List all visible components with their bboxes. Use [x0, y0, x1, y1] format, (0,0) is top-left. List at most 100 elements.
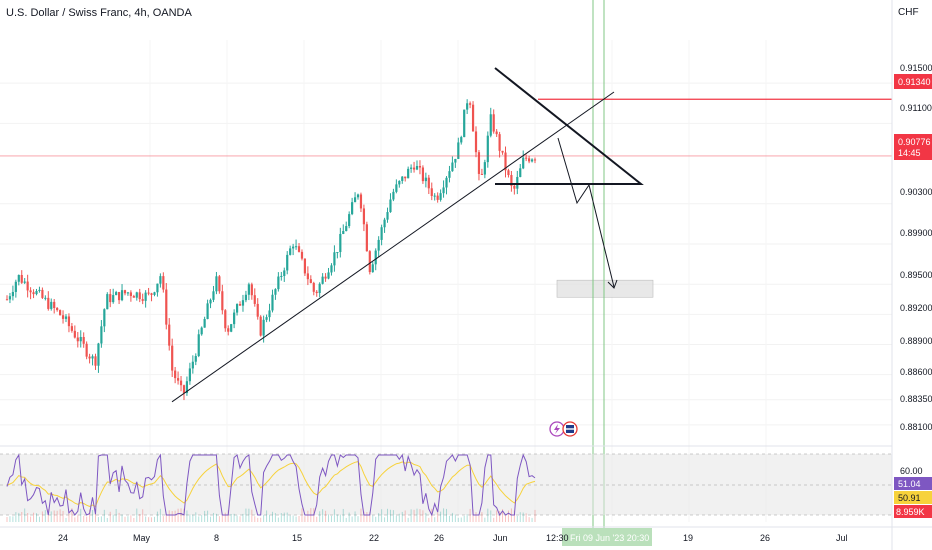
candle-body: [259, 316, 262, 336]
candle-body: [188, 368, 191, 382]
candle-body: [356, 194, 360, 198]
candle-body: [159, 276, 162, 284]
candle-body: [474, 131, 478, 153]
candle-body: [265, 317, 268, 320]
candle-body: [280, 275, 283, 277]
price-tick-label: 0.90300: [900, 187, 932, 197]
candle-body: [480, 173, 484, 175]
price-tick-label: 0.89200: [900, 303, 932, 313]
candle-body: [168, 324, 171, 346]
candle-body: [374, 250, 377, 265]
candle-body: [123, 290, 127, 294]
annotation-background: [556, 0, 654, 528]
price-tick-label: 0.89900: [900, 228, 932, 238]
candle-body: [212, 291, 215, 300]
candle-body: [235, 304, 239, 313]
candle-body: [247, 284, 250, 295]
candle-body: [106, 294, 109, 310]
time-tick-label: 12:30: [546, 533, 569, 543]
candle-body: [504, 152, 507, 171]
candle-body: [20, 274, 23, 283]
candle-body: [97, 343, 100, 366]
target-zone-box: [556, 279, 654, 298]
candle-body: [206, 303, 209, 320]
candle-body: [197, 334, 200, 357]
ascending-trendline: [171, 91, 615, 403]
candle-body: [297, 246, 301, 252]
price-tick-label: 0.88900: [900, 336, 932, 346]
candle-body: [274, 289, 277, 295]
candle-body: [238, 304, 242, 306]
candle-body: [191, 361, 194, 369]
candle-body: [513, 185, 516, 189]
last-price-tag: [894, 134, 932, 160]
time-tick-label: 15: [292, 533, 302, 543]
price-tick-label: 0.88350: [900, 394, 932, 404]
candle-body: [404, 176, 407, 179]
candle-body: [333, 252, 336, 266]
candle-body: [256, 303, 259, 317]
candle-body: [241, 300, 245, 306]
candle-body: [424, 177, 427, 182]
candle-body: [179, 380, 183, 386]
candle-body: [321, 276, 324, 284]
candle-body: [250, 284, 253, 296]
candle-body: [530, 159, 534, 162]
candle-body: [386, 212, 389, 220]
candle-body: [38, 289, 41, 291]
candle-body: [14, 281, 17, 292]
candle-body: [47, 297, 50, 309]
time-tick-label: 19: [683, 533, 693, 543]
projection-arrowhead: [607, 279, 618, 289]
rsi-ma-line: [6, 461, 536, 508]
price-tick-label: 0.91100: [900, 103, 932, 113]
candles: [5, 99, 537, 401]
candle-body: [380, 227, 383, 240]
lightning-icon: [554, 424, 560, 434]
candle-body: [339, 233, 342, 253]
time-tick-label: Jul: [836, 533, 848, 543]
time-tick-label: 24: [58, 533, 68, 543]
candle-body: [200, 327, 203, 335]
candle-body: [73, 330, 76, 338]
price-tick-label: 0.91500: [900, 63, 932, 73]
candle-body: [336, 252, 339, 254]
time-tick-label: 26: [760, 533, 770, 543]
candle-body: [91, 356, 94, 359]
rsi-level-label: 60.00: [900, 466, 923, 476]
time-tick-label: Jun: [493, 533, 508, 543]
candle-body: [85, 343, 88, 357]
candle-body: [23, 281, 26, 283]
candle-body: [377, 239, 380, 251]
candle-body: [436, 195, 439, 200]
candle-body: [82, 336, 85, 344]
candle-body: [268, 310, 271, 318]
candle-body: [215, 276, 218, 292]
volume-value-label: 8.959K: [896, 507, 925, 517]
candle-body: [495, 131, 498, 135]
candle-body: [147, 292, 150, 294]
level-price-tag: [894, 74, 932, 89]
candle-body: [389, 199, 392, 213]
candle-body: [525, 157, 528, 159]
candle-body: [117, 292, 121, 301]
candle-body: [492, 114, 495, 132]
candle-body: [132, 296, 135, 298]
candle-body: [5, 299, 9, 301]
candle-body: [115, 292, 118, 296]
candle-body: [120, 290, 124, 301]
candle-body: [315, 291, 318, 294]
candle-body: [330, 265, 333, 273]
annotations: [0, 67, 892, 403]
candle-body: [469, 103, 472, 105]
candle-body: [510, 175, 513, 186]
candle-body: [466, 103, 469, 110]
triangle-pattern: [494, 67, 644, 185]
candle-body: [318, 283, 321, 294]
candle-body: [460, 137, 463, 143]
candle-body: [433, 195, 436, 197]
candle-body: [103, 309, 106, 327]
candle-body: [286, 254, 289, 271]
